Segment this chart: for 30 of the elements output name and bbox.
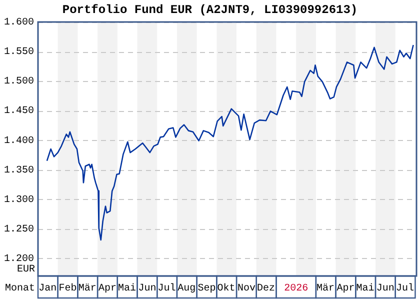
x-tick-label: Apr: [336, 284, 355, 295]
x-tick-label: Sep: [198, 284, 216, 295]
y-tick-label: 1.450: [4, 106, 34, 118]
y-tick-label: 1.300: [4, 194, 34, 206]
x-tick-label: Aug: [178, 284, 196, 295]
x-tick-label: Mai: [118, 282, 136, 295]
x-tick-label: Okt: [217, 282, 236, 295]
y-tick-label: 1.600: [4, 18, 34, 29]
y-tick-label: 1.550: [4, 47, 34, 58]
x-tick-label: Jun: [376, 284, 394, 295]
y-tick-label: 1.400: [4, 136, 34, 147]
x-tick-label: Jul: [396, 282, 414, 295]
y-tick-label: 1.500: [4, 76, 34, 88]
chart-title: Portfolio Fund EUR (A2JNT9, LI0390992613): [62, 3, 358, 18]
x-tick-label: Mai: [356, 282, 374, 295]
x-tick-label: Mär: [78, 284, 96, 295]
y-tick-label: 1.250: [4, 224, 34, 236]
x-tick-label: Jul: [158, 282, 176, 295]
y-tick-label: 1.200: [4, 254, 34, 265]
x-tick-label: Nov: [237, 284, 256, 295]
x-tick-label: Mär: [316, 284, 335, 295]
x-tick-label: Feb: [58, 282, 77, 295]
x-tick-label: Jan: [38, 284, 57, 295]
x-tick-label: 2026: [284, 284, 308, 295]
y-axis-title: EUR: [16, 264, 35, 276]
x-tick-label: Jun: [138, 284, 156, 295]
x-tick-label: Apr: [98, 284, 116, 295]
x-axis-title: Monat: [4, 284, 35, 295]
x-tick-label: Dez: [256, 284, 275, 295]
y-tick-label: 1.350: [4, 165, 34, 176]
